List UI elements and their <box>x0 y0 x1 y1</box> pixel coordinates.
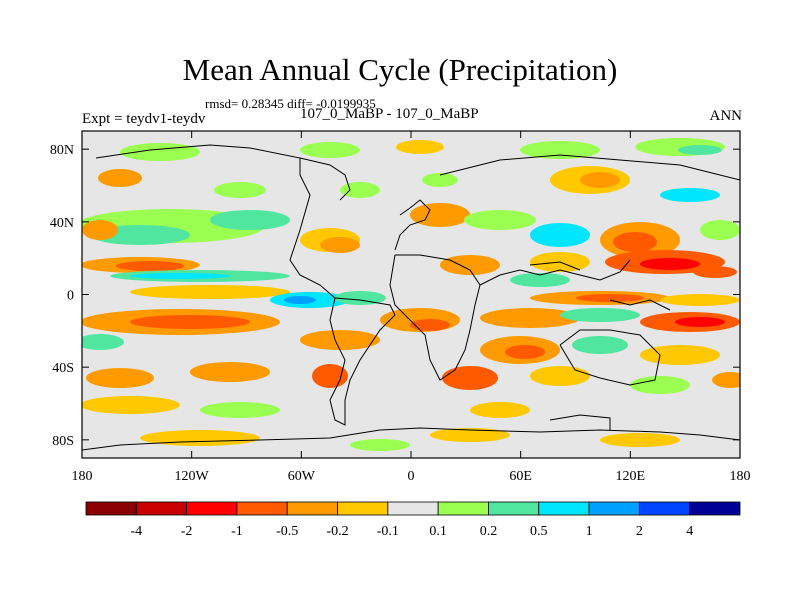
colorbar-swatch <box>286 501 338 516</box>
y-axis: 80N 40N 0 40S 80S <box>50 143 740 449</box>
x-tick-label: 180 <box>72 469 93 484</box>
y-tick-label: 40S <box>52 361 74 376</box>
colorbar-label: -0.1 <box>377 524 399 539</box>
x-tick-label: 0 <box>408 469 415 484</box>
colorbar-label: 4 <box>686 524 693 539</box>
colorbar-swatch <box>488 501 540 516</box>
x-tick-label: 180 <box>730 469 751 484</box>
colorbar-swatch <box>538 501 590 516</box>
y-tick-label: 80N <box>50 143 74 158</box>
colorbar-label: 2 <box>636 524 643 539</box>
colorbar-swatch <box>85 501 137 516</box>
colorbar-label: 1 <box>586 524 593 539</box>
colorbar-label: -4 <box>130 524 142 539</box>
x-tick-label: 60E <box>509 469 532 484</box>
x-tick-label: 60W <box>288 469 316 484</box>
colorbar-swatch <box>689 501 741 516</box>
colorbar-label: 0.2 <box>480 524 498 539</box>
y-tick-label: 80S <box>52 434 74 449</box>
coastlines <box>82 144 740 451</box>
colorbar-swatch <box>135 501 188 516</box>
colorbar-swatch <box>437 501 489 516</box>
colorbar-label: -0.2 <box>326 524 348 539</box>
x-tick-label: 120E <box>616 469 646 484</box>
colorbar-label: -2 <box>181 524 193 539</box>
experiment-label: Expt = teydv1-teydv <box>82 111 206 127</box>
colorbar-swatch <box>186 501 238 516</box>
x-axis: 180 120W 60W 0 60E 120E 180 <box>72 131 751 484</box>
season-label: ANN <box>709 108 743 124</box>
x-tick-label: 120W <box>175 469 210 484</box>
colorbar-swatch <box>236 501 288 516</box>
colorbar-label: -0.5 <box>276 524 298 539</box>
y-tick-label: 40N <box>50 216 74 231</box>
colorbar-swatch <box>387 501 439 516</box>
period-label: 107_0_MaBP - 107_0_MaBP <box>300 106 479 122</box>
colorbar-label: 0.1 <box>429 524 447 539</box>
y-tick-label: 0 <box>67 289 74 304</box>
colorbar-label: 0.5 <box>530 524 548 539</box>
colorbar-swatch <box>337 501 389 516</box>
colorbar-swatch <box>588 501 640 516</box>
stats-text: rmsd= 0.28345 diff= -0.0199935 <box>205 96 376 111</box>
colorbar-label: -1 <box>231 524 243 539</box>
chart-title: Mean Annual Cycle (Precipitation) <box>182 52 618 87</box>
precipitation-field <box>82 138 740 451</box>
colorbar: -4 -2 -1 -0.5 -0.2 -0.1 0.1 0.2 0.5 1 2 4 <box>85 501 741 539</box>
colorbar-swatch <box>638 501 691 516</box>
